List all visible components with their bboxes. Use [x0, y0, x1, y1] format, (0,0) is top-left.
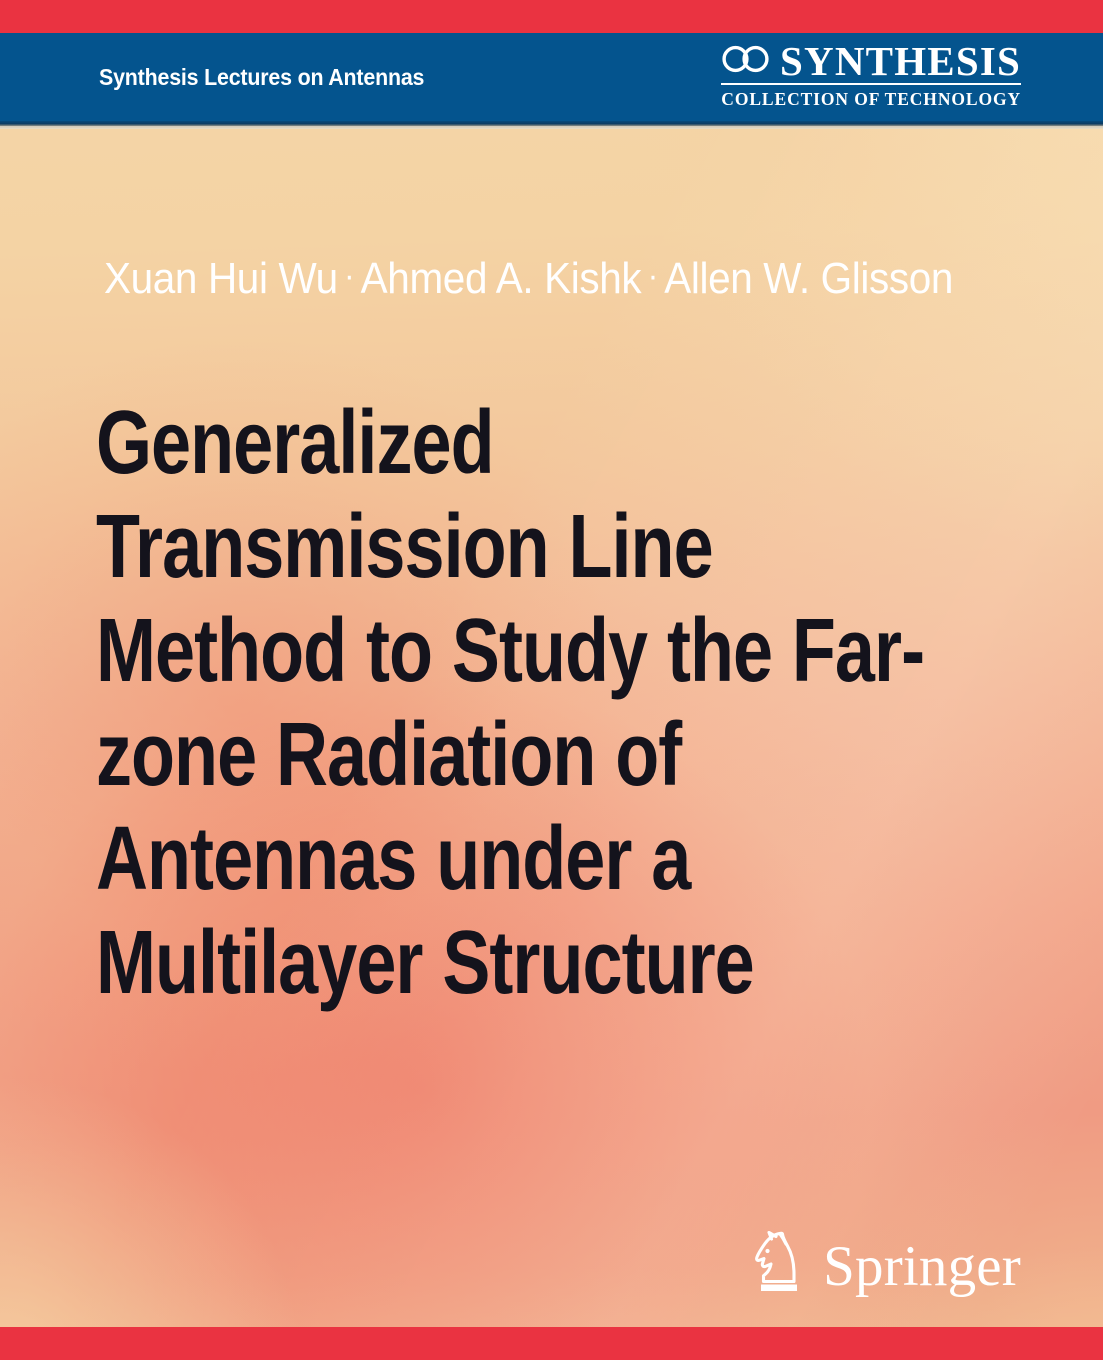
synthesis-logo: SYNTHESIS COLLECTION OF TECHNOLOGY	[721, 38, 1021, 110]
author-separator: ·	[647, 257, 658, 295]
author-name: Allen W. Glisson	[664, 254, 954, 303]
author-separator: ·	[344, 257, 355, 295]
header-hairline	[0, 126, 1103, 129]
book-title: Generalized Transmission Line Method to …	[96, 392, 925, 1016]
title-line: Antennas under a	[96, 808, 691, 909]
synthesis-wordmark: SYNTHESIS	[780, 38, 1021, 84]
synthesis-tagline: COLLECTION OF TECHNOLOGY	[721, 89, 1021, 110]
title-line: Transmission Line	[96, 496, 714, 597]
synthesis-logo-top-row: SYNTHESIS	[721, 38, 1021, 86]
title-line: Method to Study the Far-	[96, 600, 925, 701]
title-line: Multilayer Structure	[96, 912, 755, 1013]
series-label: Synthesis Lectures on Antennas	[99, 64, 425, 90]
springer-knight-icon	[749, 1226, 809, 1302]
infinity-icon	[721, 42, 771, 80]
author-name: Xuan Hui Wu	[104, 254, 338, 303]
springer-wordmark: Springer	[823, 1234, 1021, 1298]
author-name: Ahmed A. Kishk	[360, 254, 642, 303]
bottom-red-bar	[0, 1327, 1103, 1360]
top-red-bar	[0, 0, 1103, 33]
title-line: Generalized	[96, 393, 495, 493]
author-list: Xuan Hui Wu · Ahmed A. Kishk · Allen W. Glis…	[104, 254, 953, 304]
title-line: zone Radiation of	[96, 704, 682, 805]
publisher-logo: Springer	[749, 1226, 1021, 1302]
